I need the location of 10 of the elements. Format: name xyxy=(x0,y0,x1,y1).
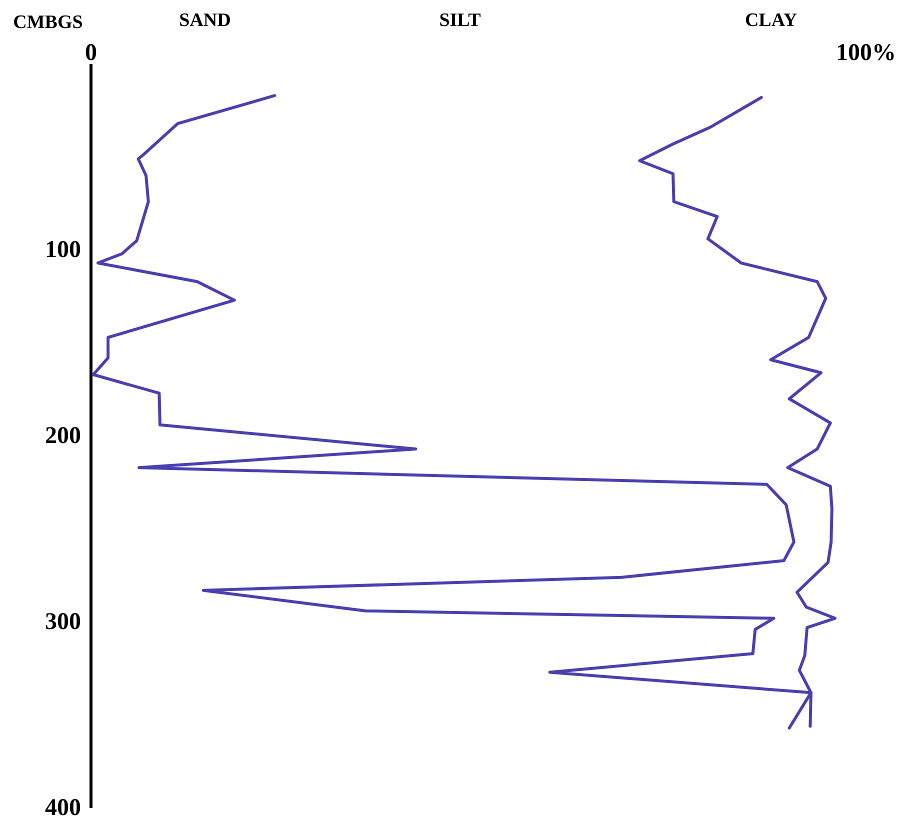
y-tick-label: 300 xyxy=(45,609,81,635)
text: SAND xyxy=(179,10,231,31)
y-tick-label: 200 xyxy=(45,423,81,449)
text: CLAY xyxy=(744,10,798,31)
y-tick-label: 100 xyxy=(45,237,81,263)
y-axis-title: CMBGS xyxy=(13,12,83,33)
x-tick-label: 0 xyxy=(85,40,97,66)
x-tick-label: 100% xyxy=(836,40,896,66)
y-tick-label: 400 xyxy=(45,795,81,819)
text: SILT xyxy=(439,10,482,31)
